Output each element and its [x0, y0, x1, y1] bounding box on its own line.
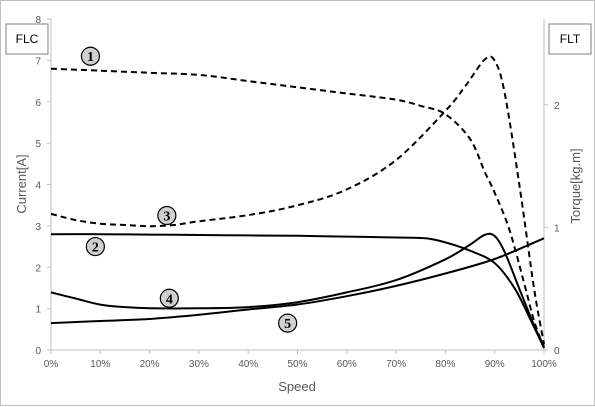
flt-label: FLT	[560, 32, 581, 46]
series-marker-3	[157, 205, 177, 226]
y2-tick-label: 2	[554, 101, 560, 112]
x-tick-label: 90%	[485, 359, 505, 370]
x-tick-label: 80%	[435, 359, 455, 370]
y-tick-label: 2	[35, 263, 41, 274]
y-tick-label: 3	[35, 222, 41, 233]
flc-box: FLC	[5, 23, 49, 55]
axes-layer: 0% 10% 20% 30% 40% 50% 60% 70% 80% 90% 100% 0 1 2 3 4 5 6…	[35, 15, 560, 370]
y-tick-label: 8	[35, 15, 41, 26]
y-axis-title: Current[A]	[14, 154, 29, 213]
series-marker-2	[85, 236, 105, 257]
x-tick-label: 40%	[238, 359, 258, 370]
y2-axis-title: Torque[kg.m]	[568, 148, 583, 223]
y-tick-label: 4	[35, 181, 41, 192]
y-tick-label: 7	[35, 56, 41, 67]
x-tick-label: 30%	[189, 359, 209, 370]
series-marker-label-4: 4	[166, 292, 173, 307]
y-tick-label: 5	[35, 139, 41, 150]
series-line-2	[50, 233, 545, 349]
x-tick-label: 10%	[90, 359, 110, 370]
series-marker-4	[159, 288, 179, 308]
series-layer	[50, 55, 545, 349]
x-axis-title: Speed	[278, 379, 316, 394]
y-tick-label: 1	[35, 305, 41, 316]
series-line-1	[50, 67, 545, 349]
series-marker-5	[278, 313, 298, 333]
x-tick-label: 60%	[337, 359, 357, 370]
x-tick-label: 50%	[287, 359, 307, 370]
y2-tick-label: 0	[554, 346, 560, 357]
marker-layer: 1 2 3 4 5	[80, 46, 298, 333]
flc-label: FLC	[16, 32, 39, 46]
series-marker-label-1: 1	[87, 50, 94, 65]
x-tick-label: 20%	[140, 359, 160, 370]
series-marker-label-3: 3	[163, 210, 170, 225]
series-line-3	[50, 55, 545, 345]
y-tick-label: 0	[35, 346, 41, 357]
flt-box: FLT	[548, 23, 592, 55]
x-tick-label: 100%	[531, 359, 557, 370]
series-marker-label-5: 5	[284, 317, 291, 332]
y2-tick-label: 1	[554, 223, 560, 234]
y-tick-label: 6	[35, 98, 41, 109]
x-tick-label: 0%	[44, 359, 59, 370]
series-marker-1	[80, 46, 101, 66]
series-line-5	[50, 237, 545, 325]
series-marker-label-2: 2	[92, 241, 99, 256]
x-tick-label: 70%	[386, 359, 406, 370]
